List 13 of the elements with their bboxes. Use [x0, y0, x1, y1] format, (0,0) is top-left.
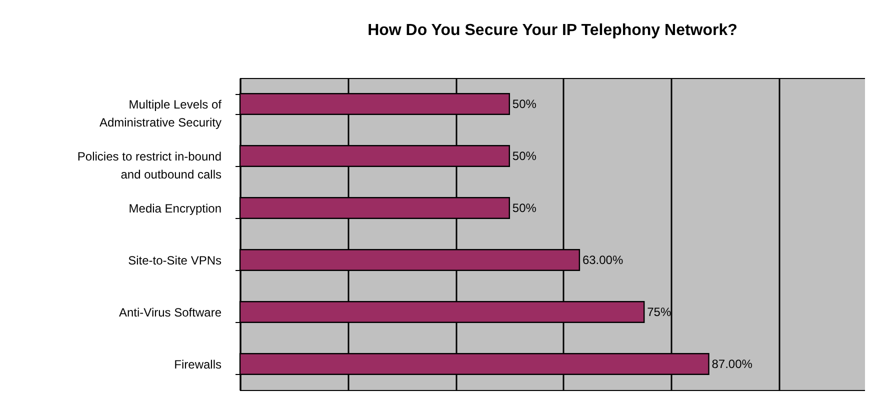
- data-label: 50%: [512, 149, 537, 163]
- y-tick-label: Media Encryption: [128, 202, 222, 216]
- data-label: 87.00%: [712, 357, 753, 371]
- data-label: 63.00%: [582, 253, 624, 267]
- chart-title: How Do You Secure Your IP Telephony Network?: [368, 22, 738, 39]
- y-tick-label: Anti-Virus Software: [119, 306, 222, 320]
- y-tick-label: Multiple Levels of Administrative Security: [99, 98, 222, 130]
- data-label: 50%: [512, 201, 537, 215]
- y-tick-label: Firewalls: [174, 358, 222, 372]
- y-tick-label: Site-to-Site VPNs: [128, 254, 222, 268]
- data-label: 75%: [647, 305, 672, 319]
- data-label: 50%: [512, 97, 537, 111]
- y-tick-label: Policies to restrict in-bound and outbound calls: [77, 150, 222, 182]
